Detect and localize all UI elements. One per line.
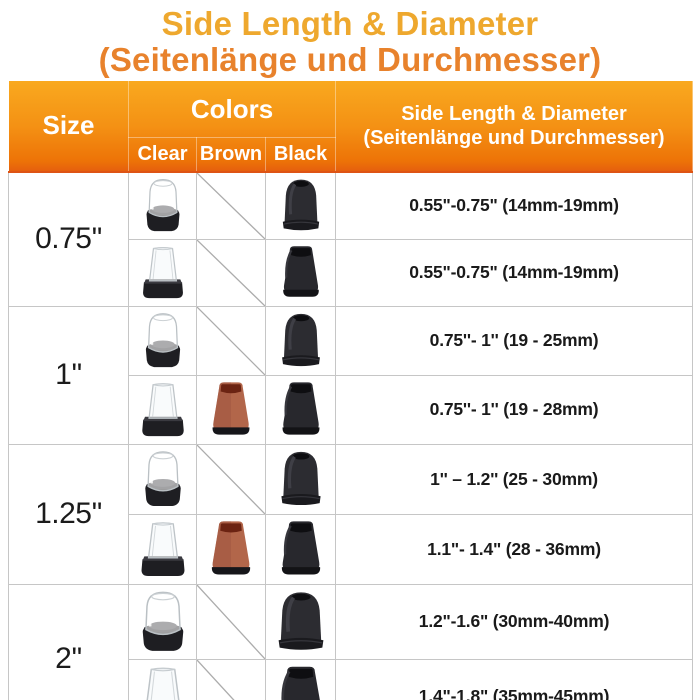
size-label-075: 0.75'' [8, 171, 129, 307]
title-german: (Seitenlänge und Durchmesser) [98, 41, 602, 78]
product-clear-square-cap [128, 374, 197, 445]
column-header-colors: Colors [128, 80, 336, 138]
column-header-black: Black [265, 137, 336, 173]
product-clear-square-cap [128, 513, 197, 585]
column-header-measurement: Side Length & Diameter (Seitenlänge und … [335, 80, 693, 173]
not-available-cell [196, 171, 266, 240]
table-row: 1.25'' 1'' – 1.2'' (25 - 30mm) [8, 443, 693, 585]
product-black-square-cap [265, 238, 336, 307]
table-row: 0.75''- 1'' (19 - 28mm) [9, 374, 693, 445]
table-row: 1'' 0.75''- 1'' (19 - 25mm) [8, 305, 693, 445]
column-header-size: Size [8, 80, 129, 173]
product-black-round-cap [265, 305, 336, 376]
measurement-header-line2: (Seitenlänge und Durchmesser) [363, 126, 665, 149]
measurement-header-line1: Side Length & Diameter [401, 102, 627, 125]
measurement-value: 1.4"-1.8" (35mm-45mm) [335, 658, 693, 700]
title-english: Side Length & Diameter [161, 5, 539, 42]
size-label-125: 1.25'' [8, 443, 129, 585]
not-available-cell [196, 583, 266, 660]
product-brown-square-cap [196, 513, 266, 585]
product-clear-square-cap [128, 658, 197, 700]
page-title: Side Length & Diameter (Seitenlänge und … [0, 0, 700, 80]
product-clear-round-cap [128, 443, 197, 515]
not-available-cell [196, 658, 266, 700]
size-label-1: 1'' [8, 305, 129, 445]
product-clear-square-cap [128, 238, 197, 307]
product-black-square-cap [265, 374, 336, 445]
table-row: 0.55"-0.75" (14mm-19mm) [9, 238, 693, 307]
product-black-round-cap [265, 443, 336, 515]
column-header-brown: Brown [196, 137, 266, 173]
column-header-clear: Clear [128, 137, 197, 173]
table-row: 0.75'' 0.55"-0.75" (14mm-19mm) [8, 171, 693, 307]
measurement-value: 0.55"-0.75" (14mm-19mm) [335, 171, 693, 240]
table-header: Size Colors Side Length & Diameter (Seit… [8, 80, 693, 173]
product-black-round-cap [265, 171, 336, 240]
product-clear-round-cap [128, 305, 197, 376]
measurement-value: 0.75''- 1'' (19 - 25mm) [335, 305, 693, 376]
product-black-round-cap [265, 583, 336, 660]
table-row: 1.4"-1.8" (35mm-45mm) [9, 658, 693, 700]
size-comparison-table: Size Colors Side Length & Diameter (Seit… [8, 80, 693, 700]
measurement-value: 1.2"-1.6" (30mm-40mm) [335, 583, 693, 660]
not-available-cell [196, 443, 266, 515]
not-available-cell [196, 238, 266, 307]
size-label-2: 2'' [8, 583, 129, 700]
product-black-square-cap [265, 513, 336, 585]
measurement-value: 1'' – 1.2'' (25 - 30mm) [335, 443, 693, 515]
product-brown-square-cap [196, 374, 266, 445]
product-clear-round-cap [128, 171, 197, 240]
measurement-value: 1.1"- 1.4" (28 - 36mm) [335, 513, 693, 585]
table-row: 1.1"- 1.4" (28 - 36mm) [9, 513, 693, 585]
not-available-cell [196, 305, 266, 376]
measurement-value: 0.75''- 1'' (19 - 28mm) [335, 374, 693, 445]
product-clear-round-cap [128, 583, 197, 660]
table-row: 2'' 1.2"-1.6" (30mm-40mm) [8, 583, 693, 700]
measurement-value: 0.55"-0.75" (14mm-19mm) [335, 238, 693, 307]
product-black-square-cap [265, 658, 336, 700]
